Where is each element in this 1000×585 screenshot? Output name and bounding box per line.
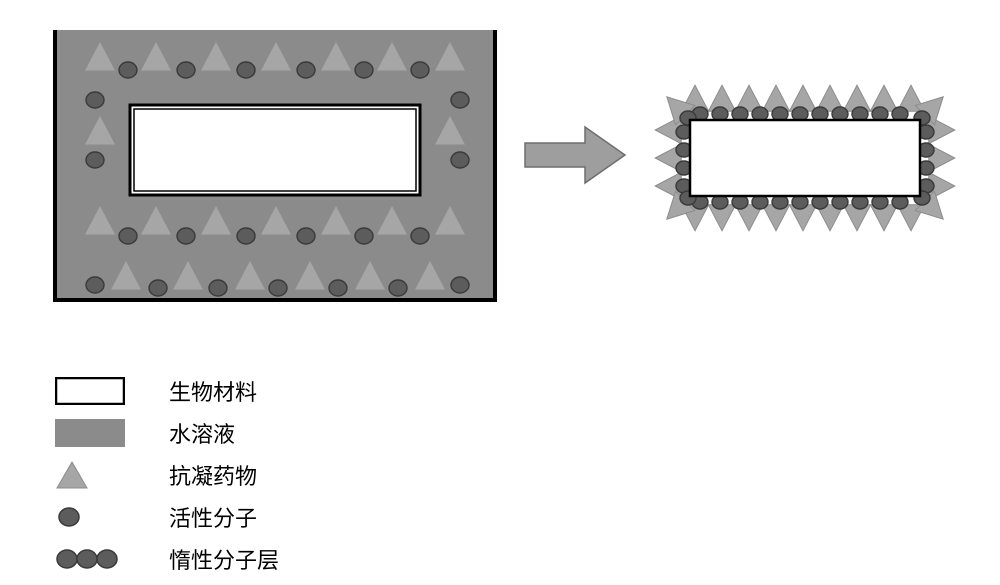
legend-swatch-biomaterial [55, 377, 145, 405]
diagram-canvas: 生物材料 水溶液 抗凝药物 活性分子 [0, 0, 1000, 585]
legend-row-drug: 抗凝药物 [55, 454, 279, 496]
main-svg [0, 0, 1000, 340]
legend-swatch-solution [55, 419, 145, 447]
legend-swatch-active [55, 505, 145, 529]
legend: 生物材料 水溶液 抗凝药物 活性分子 [55, 370, 279, 580]
legend-row-biomaterial: 生物材料 [55, 370, 279, 412]
legend-row-inert: 惰性分子层 [55, 538, 279, 580]
legend-row-solution: 水溶液 [55, 412, 279, 454]
legend-label-biomaterial: 生物材料 [169, 375, 257, 407]
legend-label-solution: 水溶液 [169, 417, 235, 449]
legend-swatch-drug [55, 460, 145, 490]
legend-label-active: 活性分子 [169, 501, 257, 533]
legend-row-active: 活性分子 [55, 496, 279, 538]
legend-label-inert: 惰性分子层 [169, 543, 279, 575]
legend-label-drug: 抗凝药物 [169, 459, 257, 491]
legend-swatch-inert [55, 547, 145, 571]
